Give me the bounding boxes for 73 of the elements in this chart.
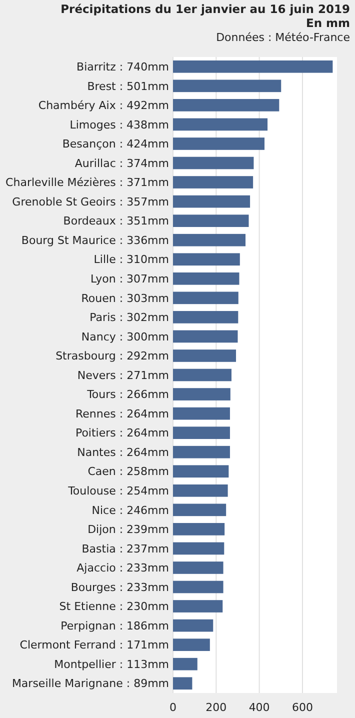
y-tick-label: Montpellier : 113mm xyxy=(54,658,169,671)
bar xyxy=(173,426,230,439)
bar xyxy=(173,523,225,536)
bar xyxy=(173,619,214,632)
bar xyxy=(173,638,210,651)
bar xyxy=(173,542,224,555)
y-tick-label: Charleville Mézières : 371mm xyxy=(6,176,169,190)
y-tick-label: Caen : 258mm xyxy=(88,465,169,478)
bar xyxy=(173,118,268,131)
y-tick-label: Clermont Ferrand : 171mm xyxy=(20,638,169,652)
bar xyxy=(173,214,249,227)
bar xyxy=(173,600,223,612)
bar xyxy=(173,311,238,324)
bar xyxy=(173,156,254,170)
y-tick-label: Nice : 246mm xyxy=(92,504,169,517)
y-tick-label: Bastia : 237mm xyxy=(82,542,169,556)
y-tick-label: St Etienne : 230mm xyxy=(59,600,169,614)
bar xyxy=(173,253,240,266)
y-tick-label: Tours : 266mm xyxy=(86,388,169,402)
x-tick-label: 200 xyxy=(206,701,227,714)
bar xyxy=(173,658,198,670)
bar xyxy=(173,504,226,516)
bar xyxy=(173,562,224,574)
y-tick-label: Nantes : 264mm xyxy=(77,446,169,459)
bar xyxy=(173,388,230,400)
bar xyxy=(173,407,230,420)
bar xyxy=(173,368,232,382)
y-tick-label: Marseille Marignane : 89mm xyxy=(12,677,169,690)
bar xyxy=(173,60,333,73)
bar xyxy=(173,330,238,343)
bar xyxy=(173,292,238,304)
bar xyxy=(173,677,192,690)
bar xyxy=(173,484,228,497)
x-tick-label: 600 xyxy=(292,701,313,714)
bar xyxy=(173,234,246,246)
y-tick-label: Nancy : 300mm xyxy=(81,330,169,344)
chart-title: Précipitations du 1er janvier au 16 juin 2019 xyxy=(60,2,350,16)
bar xyxy=(173,465,229,478)
chart-subtitle: En mm xyxy=(306,16,350,30)
y-tick-label: Rennes : 264mm xyxy=(76,407,169,420)
bar xyxy=(173,138,264,150)
y-tick-label: Biarritz : 740mm xyxy=(76,60,169,74)
y-tick-label: Ajaccio : 233mm xyxy=(76,562,169,575)
bar xyxy=(173,99,280,112)
y-tick-label: Aurillac : 374mm xyxy=(74,156,169,170)
y-tick-label: Poitiers : 264mm xyxy=(75,426,169,440)
y-tick-label: Limoges : 438mm xyxy=(70,118,169,132)
y-tick-label: Dijon : 239mm xyxy=(88,523,169,536)
x-tick-label: 400 xyxy=(248,701,270,714)
y-tick-label: Lille : 310mm xyxy=(94,253,169,266)
y-tick-label: Grenoble St Geoirs : 357mm xyxy=(12,195,169,208)
text: Données : Météo-France xyxy=(216,31,350,44)
x-tick-label: 0 xyxy=(170,701,176,714)
y-tick-label: Chambéry Aix : 492mm xyxy=(38,99,169,112)
y-tick-label: Bourges : 233mm xyxy=(70,580,169,594)
y-tick-label: Brest : 501mm xyxy=(87,80,169,93)
bar xyxy=(173,350,236,362)
bar xyxy=(173,80,282,92)
y-tick-label: Bourg St Maurice : 336mm xyxy=(21,234,169,247)
bar xyxy=(173,176,254,188)
bar xyxy=(173,272,240,285)
y-tick-label: Strasbourg : 292mm xyxy=(56,350,169,363)
bar xyxy=(173,195,250,208)
y-tick-label: Lyon : 307mm xyxy=(90,272,169,286)
y-tick-label: Bordeaux : 351mm xyxy=(63,214,169,228)
y-tick-label: Rouen : 303mm xyxy=(81,292,169,305)
bar xyxy=(173,580,224,594)
y-tick-label: Paris : 302mm xyxy=(90,311,169,324)
y-tick-label: Perpignan : 186mm xyxy=(60,619,169,632)
bar xyxy=(173,446,230,458)
y-tick-label: Besançon : 424mm xyxy=(62,138,169,151)
y-tick-label: Toulouse : 254mm xyxy=(67,484,169,498)
y-tick-label: Nevers : 271mm xyxy=(77,368,169,382)
